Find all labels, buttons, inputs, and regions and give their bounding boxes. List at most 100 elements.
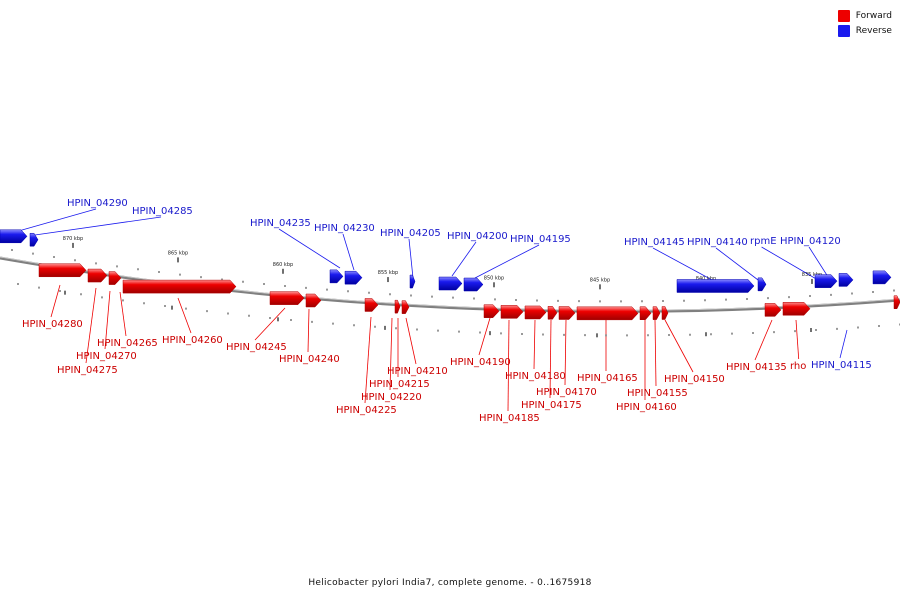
forward-leader-line [664, 319, 694, 373]
forward-gene-arrow [500, 305, 524, 319]
forward-leader-line [533, 319, 536, 370]
reverse-leader-line [408, 238, 414, 279]
forward-gene-label: HPIN_04225 [336, 405, 397, 416]
forward-gene-arrow [108, 271, 122, 285]
forward-gene-label: HPIN_04215 [369, 379, 430, 390]
reverse-leader-line [474, 244, 540, 279]
forward-gene-arrow [394, 299, 401, 314]
gene-arrows [0, 229, 900, 321]
forward-leader-line [119, 291, 127, 337]
forward-leader-line [549, 319, 552, 399]
legend: Forward Reverse [837, 8, 892, 38]
forward-gene-label: HPIN_04265 [97, 338, 158, 349]
reverse-leader-line [761, 246, 819, 281]
forward-gene-arrow [269, 291, 305, 305]
coordinate-tick-label: 835 kbp [802, 272, 822, 278]
forward-gene-label: HPIN_04170 [536, 387, 597, 398]
reverse-leader-line [14, 208, 97, 233]
legend-item-forward: Forward [837, 8, 892, 23]
genome-caption: Helicobacter pylori India7, complete gen… [308, 578, 592, 588]
reverse-leader-line [34, 216, 162, 236]
forward-gene-arrow [305, 293, 322, 308]
forward-leader-line [795, 319, 800, 360]
coordinate-tick-label: 855 kbp [378, 270, 398, 276]
coordinate-tick-label: 850 kbp [484, 275, 504, 281]
forward-leader-line [364, 316, 372, 404]
reverse-leader-line [652, 247, 715, 282]
reverse-leader-line [451, 241, 477, 277]
forward-gene-arrow [652, 306, 661, 320]
forward-gene-arrow [483, 304, 500, 318]
forward-gene-arrow [87, 268, 108, 283]
coordinate-tick-label: 860 kbp [273, 262, 293, 268]
forward-gene-label: HPIN_04190 [450, 357, 511, 368]
forward-gene-arrow [524, 305, 547, 320]
reverse-leader-line [715, 247, 763, 284]
forward-leader-line [754, 319, 773, 361]
legend-label-forward: Forward [855, 10, 892, 21]
reverse-gene-label: HPIN_04120 [780, 236, 841, 247]
forward-gene-arrow [401, 300, 410, 314]
reverse-gene-label: HPIN_04285 [132, 206, 193, 217]
forward-gene-arrow [558, 306, 576, 320]
gene-labels: HPIN_04280 HPIN_04275 HPIN_04270 HPIN_04265… [22, 198, 872, 424]
forward-gene-arrow [893, 295, 900, 309]
forward-swatch-icon [837, 9, 850, 22]
coordinate-tick-label: 870 kbp [63, 236, 83, 242]
coordinate-tick-label: 845 kbp [590, 277, 610, 283]
reverse-gene-arrow [463, 277, 484, 292]
forward-leader-line [177, 297, 192, 334]
forward-leader-line [254, 307, 286, 341]
reverse-gene-arrow [29, 232, 39, 247]
forward-gene-arrow [576, 306, 639, 321]
reverse-gene-label: HPIN_04230 [314, 223, 375, 234]
reverse-gene-arrow [814, 274, 838, 288]
forward-gene-label: HPIN_04155 [627, 388, 688, 399]
forward-gene-label: rho [790, 361, 806, 372]
forward-gene-arrow [547, 306, 558, 320]
reverse-gene-label: HPIN_04235 [250, 218, 311, 229]
reverse-leader-line [278, 228, 341, 269]
forward-gene-label: HPIN_04150 [664, 374, 725, 385]
reverse-gene-arrow [676, 279, 755, 293]
forward-gene-arrow [639, 306, 652, 320]
forward-gene-label: HPIN_04165 [577, 373, 638, 384]
reverse-gene-arrow [329, 269, 344, 284]
forward-gene-label: HPIN_04280 [22, 319, 83, 330]
reverse-gene-label: rpmE [750, 236, 777, 247]
forward-gene-label: HPIN_04270 [76, 351, 137, 362]
forward-gene-arrow [661, 306, 669, 320]
reverse-gene-label: HPIN_04145 [624, 237, 685, 248]
reverse-gene-label: HPIN_04115 [811, 360, 872, 371]
reverse-gene-arrow [409, 274, 416, 289]
reverse-gene-label: HPIN_04140 [687, 237, 748, 248]
forward-gene-label: HPIN_04210 [387, 366, 448, 377]
reverse-leader-line [342, 233, 355, 271]
reverse-gene-label: HPIN_04205 [380, 228, 441, 239]
reverse-gene-label: HPIN_04195 [510, 234, 571, 245]
reverse-gene-arrow [0, 229, 28, 244]
reverse-gene-arrow [838, 273, 854, 287]
forward-leader-line [507, 319, 510, 412]
forward-gene-label: HPIN_04260 [162, 335, 223, 346]
forward-gene-label: HPIN_04135 [726, 362, 787, 373]
reverse-swatch-icon [837, 24, 850, 37]
forward-gene-label: HPIN_04245 [226, 342, 287, 353]
forward-gene-label: HPIN_04180 [505, 371, 566, 382]
reverse-gene-arrow [757, 277, 767, 292]
coordinate-tick-label: 865 kbp [168, 250, 188, 256]
forward-gene-label: HPIN_04175 [521, 400, 582, 411]
forward-gene-arrow [782, 302, 811, 316]
forward-gene-label: HPIN_04275 [57, 365, 118, 376]
forward-gene-label: HPIN_04185 [479, 413, 540, 424]
forward-leader-line [85, 287, 97, 364]
forward-gene-label: HPIN_04220 [361, 392, 422, 403]
legend-label-reverse: Reverse [855, 25, 892, 36]
forward-leader-line [307, 308, 310, 353]
reverse-gene-arrow [438, 276, 463, 291]
forward-leader-line [50, 284, 61, 318]
forward-leader-line [104, 290, 111, 350]
forward-leader-line [405, 317, 417, 365]
forward-gene-arrow [122, 279, 237, 294]
